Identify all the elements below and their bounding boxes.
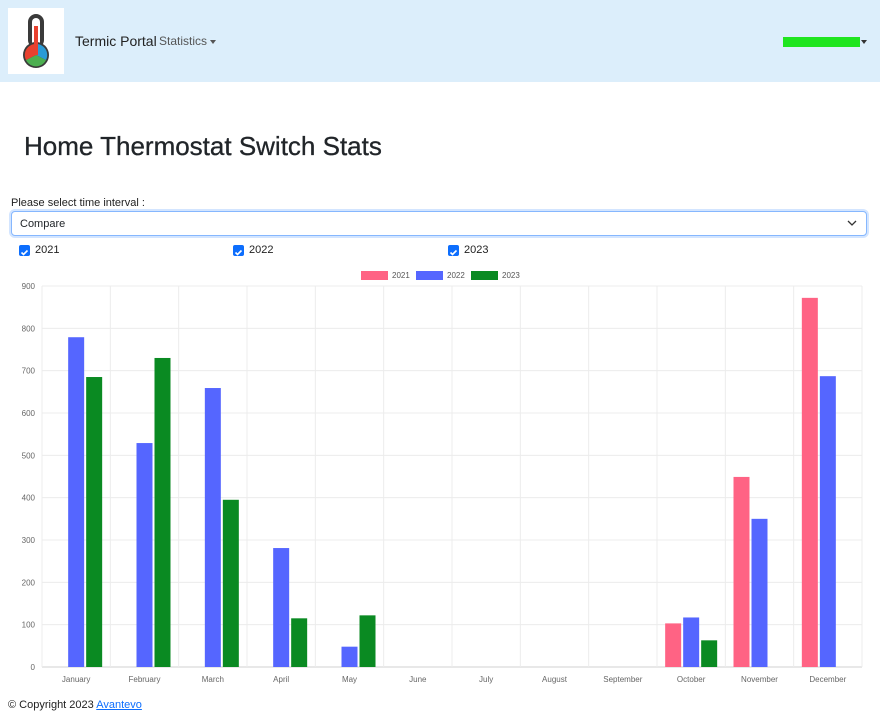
bar-2022-february[interactable] [136, 443, 153, 667]
brand-name[interactable]: Termic Portal [75, 33, 157, 49]
filter-2021-checkbox[interactable]: 2021 [19, 244, 79, 257]
legend-swatch [361, 271, 388, 280]
bar-2023-february[interactable] [154, 357, 171, 667]
bar-2023-october[interactable] [701, 640, 718, 667]
y-tick-label: 600 [22, 409, 36, 418]
y-tick-label: 900 [22, 282, 36, 291]
bar-2022-may[interactable] [341, 646, 358, 667]
y-tick-label: 800 [22, 324, 36, 333]
checkbox-checked-icon [233, 245, 244, 256]
bar-2021-november[interactable] [733, 476, 750, 667]
statistics-label: Statistics [159, 34, 208, 48]
page-title: Home Thermostat Switch Stats [24, 131, 382, 161]
y-tick-label: 500 [22, 451, 36, 460]
filter-2021-label: 2021 [35, 244, 60, 256]
x-tick-label: December [809, 675, 846, 684]
caret-down-icon [210, 39, 217, 44]
filter-2023-label: 2023 [464, 244, 489, 256]
bar-2022-january[interactable] [68, 337, 85, 667]
legend-swatch [416, 271, 443, 280]
x-tick-label: September [603, 675, 642, 684]
user-menu[interactable] [783, 36, 868, 48]
chevron-down-icon [847, 220, 857, 226]
bar-2022-october[interactable] [683, 617, 700, 667]
footer: © Copyright 2023 Avantevo [8, 699, 142, 711]
user-name-redacted [783, 37, 860, 47]
bar-2023-april[interactable] [291, 618, 308, 667]
bar-2022-november[interactable] [751, 518, 768, 667]
x-tick-label: August [542, 675, 568, 684]
bar-2022-april[interactable] [273, 548, 290, 667]
filter-2022-label: 2022 [249, 244, 274, 256]
y-tick-label: 0 [31, 663, 36, 672]
interval-label: Please select time interval : [11, 197, 145, 209]
interval-select[interactable]: Compare [11, 211, 867, 236]
x-tick-label: January [62, 675, 90, 684]
interval-select-value: Compare [20, 218, 66, 230]
legend-swatch [471, 271, 498, 280]
caret-down-icon [861, 40, 867, 44]
bar-2021-october[interactable] [665, 623, 682, 667]
bar-2022-december[interactable] [819, 376, 836, 667]
x-tick-label: November [741, 675, 778, 684]
x-tick-label: October [677, 675, 706, 684]
bar-2022-march[interactable] [204, 388, 221, 667]
x-tick-label: April [273, 675, 289, 684]
navbar: Termic Portal Statistics [0, 0, 880, 82]
y-tick-label: 200 [22, 578, 36, 587]
thermometer-logo-icon[interactable] [8, 8, 64, 74]
y-tick-label: 400 [22, 494, 36, 503]
filter-2022-checkbox[interactable]: 2022 [233, 244, 293, 257]
bar-2023-march[interactable] [222, 499, 239, 667]
legend-label: 2021 [392, 271, 410, 280]
y-tick-label: 700 [22, 367, 36, 376]
bar-chart: 0 100 200 300 400 500 600 700 800 900 January Febru… [22, 282, 863, 684]
checkbox-checked-icon [19, 245, 30, 256]
bar-2021-december[interactable] [801, 297, 818, 667]
legend-label: 2023 [502, 271, 520, 280]
x-tick-label: March [202, 675, 224, 684]
bar-2023-may[interactable] [359, 615, 376, 667]
checkbox-checked-icon [448, 245, 459, 256]
bar-2023-january[interactable] [86, 377, 103, 667]
legend-label: 2022 [447, 271, 465, 280]
y-tick-label: 100 [22, 621, 36, 630]
avantevo-link[interactable]: Avantevo [96, 699, 142, 711]
statistics-dropdown[interactable]: Statistics [159, 34, 217, 48]
x-tick-label: February [128, 675, 160, 684]
x-tick-label: July [479, 675, 493, 684]
filter-2023-checkbox[interactable]: 2023 [448, 244, 508, 257]
y-tick-label: 300 [22, 536, 36, 545]
x-tick-label: May [342, 675, 357, 684]
copyright-text: © Copyright 2023 [8, 699, 94, 711]
x-tick-label: June [409, 675, 427, 684]
